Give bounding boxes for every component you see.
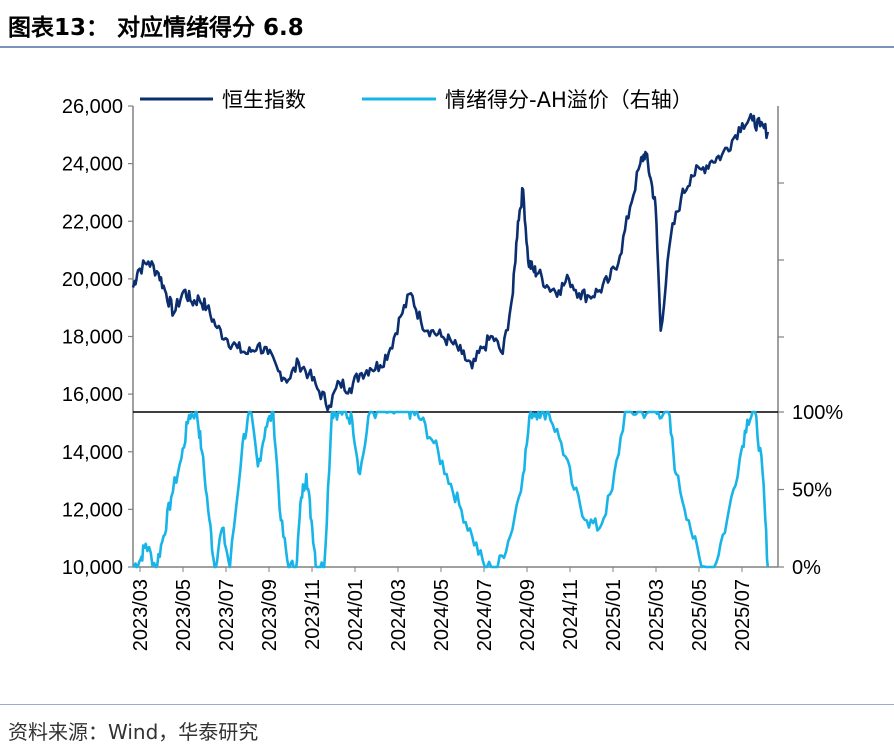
x-tick-label: 2023/07 (216, 579, 238, 651)
x-tick-label: 2025/01 (603, 579, 625, 651)
x-tick-label: 2023/09 (259, 579, 281, 651)
x-tick-label: 2025/07 (732, 579, 754, 651)
source-note: 资料来源：Wind，华泰研究 (8, 720, 259, 744)
x-tick-label: 2025/05 (689, 579, 711, 651)
left-tick-label: 10,000 (62, 557, 123, 579)
right-tick-label: 100% (792, 402, 843, 424)
legend: 恒生指数 情绪得分-AH溢价（右轴） (140, 88, 693, 112)
series-sentiment-line (132, 410, 770, 569)
x-tick-label: 2025/03 (646, 579, 668, 651)
right-tick-label: 50% (792, 480, 832, 502)
left-tick-label: 12,000 (62, 499, 123, 521)
x-tick-label: 2024/03 (388, 579, 410, 651)
chart-axes: 26,000 24,000 22,000 20,000 18,000 16,000 14,0… (62, 96, 844, 651)
left-tick-label: 22,000 (62, 211, 123, 233)
chart-title: 图表13： 对应情绪得分 6.8 (8, 15, 304, 41)
legend-label-hsi: 恒生指数 (222, 88, 306, 112)
title-divider (0, 46, 894, 48)
x-tick-label: 2023/11 (302, 579, 324, 650)
footer-divider (0, 704, 894, 705)
series-hsi-line (131, 112, 770, 412)
x-tick-label: 2024/05 (431, 579, 453, 651)
series-layer (131, 112, 770, 569)
left-tick-label: 14,000 (62, 442, 123, 464)
left-tick-label: 26,000 (62, 96, 123, 118)
left-tick-label: 24,000 (62, 154, 123, 176)
right-tick-label: 0% (792, 557, 821, 579)
left-tick-label: 18,000 (62, 327, 123, 349)
left-tick-label: 20,000 (62, 269, 123, 291)
x-tick-label: 2024/01 (345, 579, 367, 651)
chart-canvas: 26,000 24,000 22,000 20,000 18,000 16,000 14,0… (62, 88, 844, 651)
x-tick-label: 2023/05 (173, 579, 195, 651)
left-tick-label: 16,000 (62, 384, 123, 406)
x-tick-label: 2024/09 (517, 579, 539, 651)
legend-label-sentiment: 情绪得分-AH溢价（右轴） (445, 88, 693, 112)
x-tick-label: 2024/07 (474, 579, 496, 651)
x-tick-label: 2024/11 (560, 579, 582, 650)
x-tick-label: 2023/03 (130, 579, 152, 651)
